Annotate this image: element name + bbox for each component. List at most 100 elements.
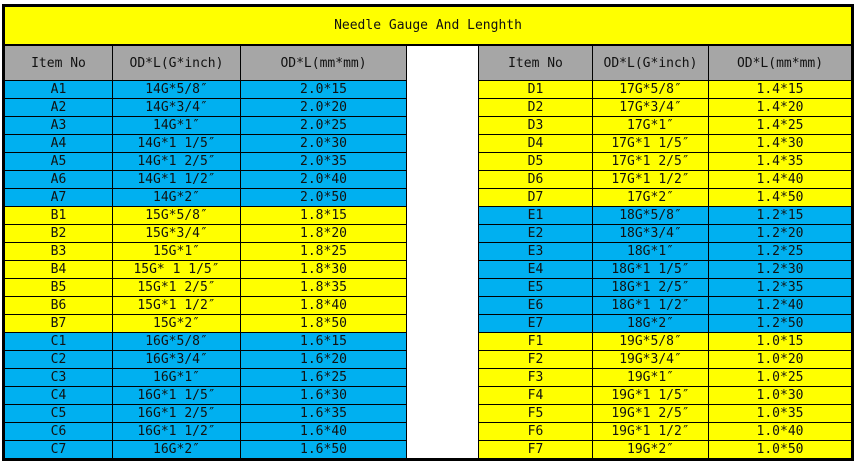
od-mm-cell: 1.2*40 — [708, 296, 853, 315]
od-mm-cell: 1.0*15 — [708, 332, 853, 351]
od-mm-cell: 1.2*30 — [708, 260, 853, 279]
item-no-cell: C7 — [3, 440, 113, 460]
od-mm-cell: 1.2*35 — [708, 278, 853, 297]
od-mm-cell: 1.0*40 — [708, 422, 853, 441]
od-inch-cell: 19G*1 2/5″ — [592, 404, 709, 423]
item-no-cell: C3 — [3, 368, 113, 387]
table-row: B3 15G*1″ 1.8*25 E3 18G*1″ 1.2*25 — [3, 242, 853, 261]
item-no-cell: F2 — [478, 350, 593, 369]
od-inch-cell: 15G* 1 1/5″ — [112, 260, 241, 279]
item-no-cell: C4 — [3, 386, 113, 405]
od-inch-cell: 15G*1″ — [112, 242, 241, 261]
item-no-cell: B6 — [3, 296, 113, 315]
od-inch-cell: 14G*2″ — [112, 188, 241, 207]
item-no-cell: A4 — [3, 134, 113, 153]
od-mm-cell: 1.4*25 — [708, 116, 853, 135]
od-mm-cell: 2.0*25 — [240, 116, 407, 135]
od-mm-cell: 1.8*25 — [240, 242, 407, 261]
item-no-cell: C2 — [3, 350, 113, 369]
od-inch-cell: 19G*1 1/5″ — [592, 386, 709, 405]
od-inch-cell: 16G*2″ — [112, 440, 241, 460]
table-row: C3 16G*1″ 1.6*25 F3 19G*1″ 1.0*25 — [3, 368, 853, 387]
od-mm-cell: 1.0*20 — [708, 350, 853, 369]
od-inch-cell: 16G*5/8″ — [112, 332, 241, 351]
od-inch-cell: 19G*1″ — [592, 368, 709, 387]
od-mm-cell: 1.8*50 — [240, 314, 407, 333]
od-inch-cell: 17G*3/4″ — [592, 98, 709, 117]
od-mm-cell: 2.0*15 — [240, 80, 407, 99]
od-inch-cell: 18G*1 1/5″ — [592, 260, 709, 279]
item-no-cell: C6 — [3, 422, 113, 441]
od-inch-cell: 15G*3/4″ — [112, 224, 241, 243]
od-mm-cell: 1.8*30 — [240, 260, 407, 279]
item-no-cell: E1 — [478, 206, 593, 225]
item-no-cell: A7 — [3, 188, 113, 207]
od-inch-cell: 18G*1 1/2″ — [592, 296, 709, 315]
spacer-column — [406, 45, 479, 460]
od-mm-cell: 1.6*25 — [240, 368, 407, 387]
od-inch-cell: 17G*1 1/2″ — [592, 170, 709, 189]
od-inch-cell: 14G*1 2/5″ — [112, 152, 241, 171]
od-mm-cell: 1.6*50 — [240, 440, 407, 460]
od-mm-cell: 1.8*20 — [240, 224, 407, 243]
item-no-cell: E2 — [478, 224, 593, 243]
table-row: C7 16G*2″ 1.6*50 F7 19G*2″ 1.0*50 — [3, 440, 853, 460]
item-no-cell: D5 — [478, 152, 593, 171]
od-mm-cell: 1.0*25 — [708, 368, 853, 387]
od-inch-cell: 16G*3/4″ — [112, 350, 241, 369]
od-mm-cell: 1.6*20 — [240, 350, 407, 369]
item-no-cell: F4 — [478, 386, 593, 405]
od-inch-cell: 14G*1″ — [112, 116, 241, 135]
table-row: A5 14G*1 2/5″ 2.0*35 D5 17G*1 2/5″ 1.4*35 — [3, 152, 853, 171]
od-mm-cell: 1.6*15 — [240, 332, 407, 351]
od-inch-cell: 18G*2″ — [592, 314, 709, 333]
table-row: C5 16G*1 2/5″ 1.6*35 F5 19G*1 2/5″ 1.0*35 — [3, 404, 853, 423]
od-inch-cell: 19G*3/4″ — [592, 350, 709, 369]
od-mm-cell: 2.0*20 — [240, 98, 407, 117]
item-no-cell: B1 — [3, 206, 113, 225]
item-no-cell: F6 — [478, 422, 593, 441]
od-mm-cell: 1.8*40 — [240, 296, 407, 315]
table-row: A7 14G*2″ 2.0*50 D7 17G*2″ 1.4*50 — [3, 188, 853, 207]
od-inch-cell: 14G*5/8″ — [112, 80, 241, 99]
od-mm-cell: 1.4*50 — [708, 188, 853, 207]
od-mm-cell: 1.4*30 — [708, 134, 853, 153]
item-no-cell: A5 — [3, 152, 113, 171]
item-no-cell: E5 — [478, 278, 593, 297]
od-inch-cell: 19G*1 1/2″ — [592, 422, 709, 441]
item-no-cell: E4 — [478, 260, 593, 279]
item-no-cell: C1 — [3, 332, 113, 351]
item-no-cell: E6 — [478, 296, 593, 315]
od-inch-cell: 16G*1 2/5″ — [112, 404, 241, 423]
item-no-cell: B2 — [3, 224, 113, 243]
od-mm-cell: 1.4*35 — [708, 152, 853, 171]
od-mm-cell: 1.8*35 — [240, 278, 407, 297]
item-no-cell: B5 — [3, 278, 113, 297]
od-inch-cell: 15G*5/8″ — [112, 206, 241, 225]
item-no-cell: B7 — [3, 314, 113, 333]
table-row: A1 14G*5/8″ 2.0*15 D1 17G*5/8″ 1.4*15 — [3, 80, 853, 99]
od-inch-cell: 16G*1 1/2″ — [112, 422, 241, 441]
od-mm-cell: 1.0*50 — [708, 440, 853, 460]
od-inch-cell: 17G*1″ — [592, 116, 709, 135]
item-no-cell: A2 — [3, 98, 113, 117]
od-inch-cell: 18G*3/4″ — [592, 224, 709, 243]
od-inch-cell: 17G*1 1/5″ — [592, 134, 709, 153]
od-mm-cell: 1.2*50 — [708, 314, 853, 333]
od-inch-cell: 18G*1 2/5″ — [592, 278, 709, 297]
od-mm-cell: 2.0*30 — [240, 134, 407, 153]
od-inch-cell: 14G*1 1/5″ — [112, 134, 241, 153]
od-inch-cell: 18G*1″ — [592, 242, 709, 261]
od-inch-cell: 19G*2″ — [592, 440, 709, 460]
table-title: Needle Gauge And Lenghth — [3, 5, 853, 46]
item-no-cell: D7 — [478, 188, 593, 207]
table-row: B2 15G*3/4″ 1.8*20 E2 18G*3/4″ 1.2*20 — [3, 224, 853, 243]
od-mm-cell: 1.2*20 — [708, 224, 853, 243]
header-item-no-left: Item No — [3, 44, 113, 81]
header-od-mm-right: OD*L(mm*mm) — [708, 44, 853, 81]
item-no-cell: A1 — [3, 80, 113, 99]
header-od-inch-left: OD*L(G*inch) — [112, 44, 241, 81]
od-inch-cell: 16G*1 1/5″ — [112, 386, 241, 405]
item-no-cell: A6 — [3, 170, 113, 189]
table-row: B6 15G*1 1/2″ 1.8*40 E6 18G*1 1/2″ 1.2*40 — [3, 296, 853, 315]
